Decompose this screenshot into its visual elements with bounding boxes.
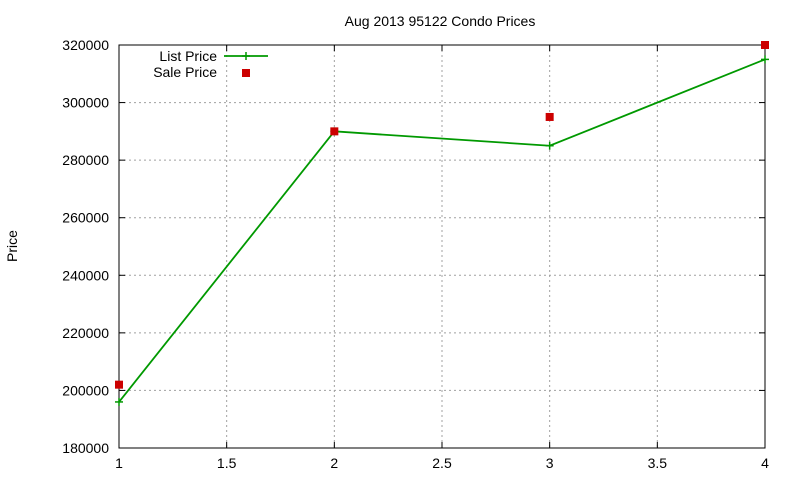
x-tick-label: 2.5 bbox=[432, 455, 452, 471]
chart-title: Aug 2013 95122 Condo Prices bbox=[345, 13, 536, 29]
y-tick-label: 280000 bbox=[62, 152, 109, 168]
list-price-line bbox=[118, 58, 766, 403]
x-tick-label: 1.5 bbox=[217, 455, 237, 471]
series-layer bbox=[115, 41, 769, 406]
y-tick-label: 300000 bbox=[62, 95, 109, 111]
series-list-price bbox=[115, 55, 769, 406]
grid-lines bbox=[119, 45, 765, 448]
y-tick-label: 200000 bbox=[62, 382, 109, 398]
y-tick-label: 260000 bbox=[62, 210, 109, 226]
legend-marker-list-price bbox=[242, 52, 250, 60]
legend-swatch-sale-price bbox=[242, 69, 250, 77]
y-axis-label: Price bbox=[4, 230, 20, 262]
list-price-point bbox=[761, 55, 769, 64]
list-price-point bbox=[545, 141, 554, 150]
legend-label: List Price bbox=[159, 48, 217, 64]
x-tick-label: 4 bbox=[761, 455, 769, 471]
y-tick-label: 220000 bbox=[62, 325, 109, 341]
list-price-point bbox=[115, 397, 123, 406]
y-tick-label: 240000 bbox=[62, 267, 109, 283]
axis-ticks: 1 1.5 2 2.5 3 3.5 4 180000 200000 220000 240000 260… bbox=[62, 37, 769, 471]
x-tick-label: 3 bbox=[546, 455, 554, 471]
y-tick-label: 180000 bbox=[62, 440, 109, 456]
legend-label: Sale Price bbox=[153, 64, 217, 80]
x-tick-label: 3.5 bbox=[648, 455, 668, 471]
x-tick-label: 1 bbox=[115, 455, 123, 471]
sale-price-point bbox=[545, 112, 554, 121]
sale-price-point bbox=[115, 380, 123, 389]
sale-price-point bbox=[330, 127, 339, 136]
sale-price-point bbox=[761, 41, 769, 49]
y-tick-label: 320000 bbox=[62, 37, 109, 53]
series-sale-price bbox=[115, 41, 769, 389]
x-tick-label: 2 bbox=[330, 455, 338, 471]
